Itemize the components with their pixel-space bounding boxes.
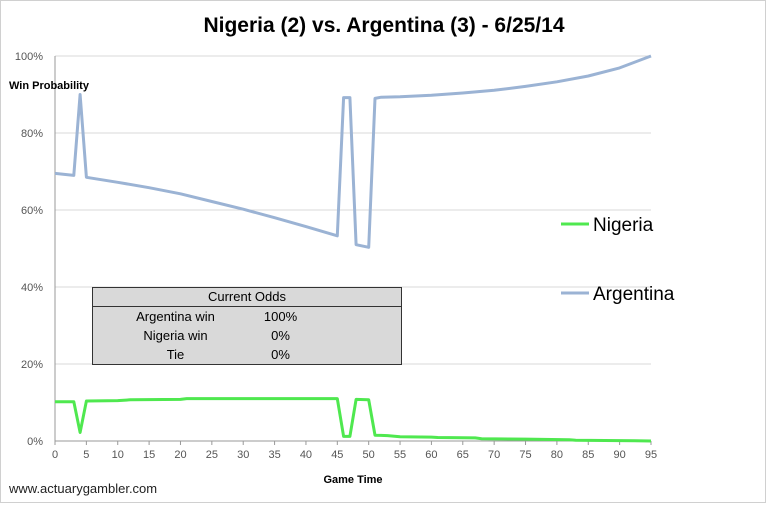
x-tick-label: 60 xyxy=(425,449,437,461)
x-tick-label: 45 xyxy=(331,449,343,461)
y-tick-label: 20% xyxy=(21,359,43,371)
x-tick-label: 90 xyxy=(614,449,626,461)
odds-row-value: 100% xyxy=(263,309,298,324)
y-tick-label: 100% xyxy=(15,51,43,63)
chart-title: Nigeria (2) vs. Argentina (3) - 6/25/14 xyxy=(203,14,564,37)
odds-row: Tie 0% xyxy=(93,345,401,364)
x-tick-label: 65 xyxy=(457,449,469,461)
odds-table-header: Current Odds xyxy=(93,288,401,307)
y-tick-label: 0% xyxy=(27,436,43,448)
x-tick-label: 5 xyxy=(83,449,89,461)
odds-row-label: Tie xyxy=(166,347,185,362)
legend-label-nigeria: Nigeria xyxy=(593,215,654,236)
x-tick-label: 35 xyxy=(268,449,280,461)
odds-row-value: 0% xyxy=(271,328,290,343)
odds-row: Argentina win 100% xyxy=(93,307,401,326)
y-tick-label: 80% xyxy=(21,128,43,140)
y-axis-label: Win Probability xyxy=(9,80,90,92)
odds-row: Nigeria win 0% xyxy=(93,326,401,345)
odds-row-value: 0% xyxy=(271,347,290,362)
x-tick-label: 85 xyxy=(582,449,594,461)
x-axis-label: Game Time xyxy=(323,474,382,486)
legend-label-argentina: Argentina xyxy=(593,284,675,305)
x-tick-label: 40 xyxy=(300,449,312,461)
x-tick-label: 30 xyxy=(237,449,249,461)
x-tick-label: 50 xyxy=(363,449,375,461)
x-tick-label: 70 xyxy=(488,449,500,461)
footer-site-url: www.actuarygambler.com xyxy=(9,481,158,496)
current-odds-table: Current Odds Argentina win 100% Nigeria … xyxy=(92,287,402,365)
x-tick-label: 75 xyxy=(519,449,531,461)
y-tick-label: 60% xyxy=(21,205,43,217)
y-tick-label: 40% xyxy=(21,282,43,294)
odds-row-label: Nigeria win xyxy=(143,328,208,343)
x-tick-label: 15 xyxy=(143,449,155,461)
x-tick-label: 25 xyxy=(206,449,218,461)
x-tick-label: 10 xyxy=(112,449,124,461)
x-tick-label: 95 xyxy=(645,449,657,461)
x-tick-label: 20 xyxy=(174,449,186,461)
x-tick-label: 80 xyxy=(551,449,563,461)
odds-row-label: Argentina win xyxy=(136,309,215,324)
series-line-argentina xyxy=(54,54,652,249)
x-tick-label: 55 xyxy=(394,449,406,461)
series-line-nigeria xyxy=(55,397,652,443)
x-tick-label: 0 xyxy=(52,449,58,461)
